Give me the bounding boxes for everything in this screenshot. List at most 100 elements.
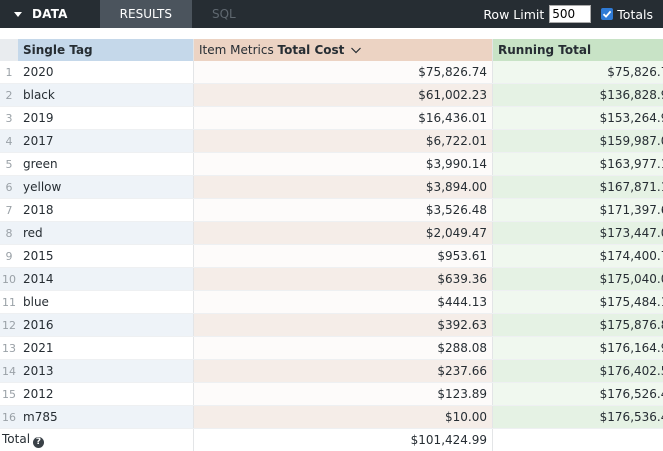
totals-label-cell: Total? — [0, 429, 194, 451]
toolbar: DATA RESULTS SQL Row Limit Totals — [0, 0, 663, 28]
cell-running-total: $167,871.14 — [493, 176, 663, 199]
row-number: 1 — [0, 61, 18, 84]
cell-running-total: $174,400.70 — [493, 245, 663, 268]
cell-running-total: $176,536.45 — [493, 406, 663, 429]
cell-total-cost: $237.66 — [194, 360, 493, 383]
cell-running-total: $176,164.90 — [493, 337, 663, 360]
cell-running-total: $159,987.00 — [493, 130, 663, 153]
cell-single-tag: 2018 — [18, 199, 194, 222]
row-number: 5 — [0, 153, 18, 176]
cell-single-tag: m785 — [18, 406, 194, 429]
toolbar-controls: Row Limit Totals — [483, 0, 653, 28]
row-number-header — [0, 39, 18, 61]
tab-results[interactable]: RESULTS — [100, 0, 192, 28]
column-header-field-name: Total Cost — [278, 43, 345, 57]
cell-running-total: $176,526.45 — [493, 383, 663, 406]
row-number: 10 — [0, 268, 18, 291]
cell-single-tag: 2012 — [18, 383, 194, 406]
cell-single-tag: 2015 — [18, 245, 194, 268]
chevron-down-icon[interactable] — [350, 46, 362, 55]
row-number: 9 — [0, 245, 18, 268]
cell-running-total: $171,397.62 — [493, 199, 663, 222]
cell-single-tag: red — [18, 222, 194, 245]
total-cost-cell: $101,424.99 — [194, 429, 493, 451]
cell-total-cost: $3,990.14 — [194, 153, 493, 176]
row-number: 2 — [0, 84, 18, 107]
cell-single-tag: blue — [18, 291, 194, 314]
cell-single-tag: yellow — [18, 176, 194, 199]
totals-row-label: Total — [2, 432, 30, 446]
cell-total-cost: $639.36 — [194, 268, 493, 291]
cell-running-total: $75,826.74 — [493, 61, 663, 84]
cell-single-tag: 2020 — [18, 61, 194, 84]
cell-single-tag: 2013 — [18, 360, 194, 383]
cell-single-tag: 2019 — [18, 107, 194, 130]
row-number: 13 — [0, 337, 18, 360]
cell-total-cost: $3,526.48 — [194, 199, 493, 222]
column-header-running-total[interactable]: Running Total — [493, 39, 663, 61]
checkbox-checked-icon[interactable] — [601, 8, 613, 20]
row-number: 16 — [0, 406, 18, 429]
row-number: 14 — [0, 360, 18, 383]
tab-sql[interactable]: SQL — [192, 0, 256, 28]
cell-total-cost: $953.61 — [194, 245, 493, 268]
cell-single-tag: 2021 — [18, 337, 194, 360]
row-number: 3 — [0, 107, 18, 130]
column-header-total-cost[interactable]: Item Metrics Total Cost — [194, 39, 493, 61]
cell-running-total: $175,484.19 — [493, 291, 663, 314]
cell-single-tag: green — [18, 153, 194, 176]
question-circle-icon[interactable]: ? — [33, 437, 44, 448]
cell-total-cost: $2,049.47 — [194, 222, 493, 245]
totals-label: Totals — [617, 7, 653, 22]
cell-running-total: $173,447.09 — [493, 222, 663, 245]
cell-total-cost: $392.63 — [194, 314, 493, 337]
row-limit-label: Row Limit — [483, 7, 544, 22]
cell-running-total: $175,876.82 — [493, 314, 663, 337]
row-number: 12 — [0, 314, 18, 337]
cell-single-tag: 2014 — [18, 268, 194, 291]
row-limit-input[interactable] — [549, 5, 591, 23]
row-number: 4 — [0, 130, 18, 153]
row-number: 6 — [0, 176, 18, 199]
cell-running-total: $136,828.97 — [493, 84, 663, 107]
cell-total-cost: $444.13 — [194, 291, 493, 314]
total-running-cell: ∅ — [493, 429, 663, 451]
data-label: DATA — [32, 7, 68, 21]
data-section-toggle[interactable]: DATA — [0, 0, 82, 28]
cell-total-cost: $75,826.74 — [194, 61, 493, 84]
cell-single-tag: black — [18, 84, 194, 107]
column-header-view-name: Item Metrics — [199, 43, 278, 57]
header-row: Single Tag Item Metrics Total Cost Runni… — [0, 39, 663, 61]
row-number: 11 — [0, 291, 18, 314]
cell-total-cost: $10.00 — [194, 406, 493, 429]
cell-running-total: $163,977.14 — [493, 153, 663, 176]
caret-down-icon — [14, 12, 22, 17]
cell-total-cost: $123.89 — [194, 383, 493, 406]
cell-running-total: $153,264.99 — [493, 107, 663, 130]
cell-total-cost: $3,894.00 — [194, 176, 493, 199]
row-number: 7 — [0, 199, 18, 222]
cell-single-tag: 2016 — [18, 314, 194, 337]
cell-running-total: $176,402.56 — [493, 360, 663, 383]
cell-total-cost: $6,722.01 — [194, 130, 493, 153]
column-header-single-tag[interactable]: Single Tag — [18, 39, 194, 61]
cell-total-cost: $288.08 — [194, 337, 493, 360]
cell-total-cost: $61,002.23 — [194, 84, 493, 107]
cell-total-cost: $16,436.01 — [194, 107, 493, 130]
row-number: 8 — [0, 222, 18, 245]
